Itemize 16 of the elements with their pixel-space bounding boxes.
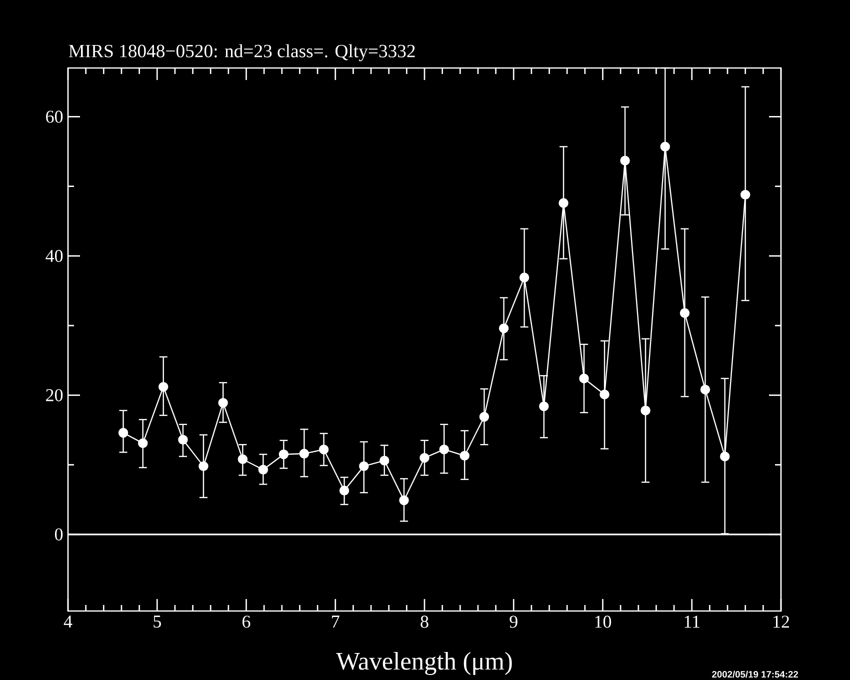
x-tick-label: 12 xyxy=(774,616,789,628)
x-tick-label: 7 xyxy=(332,616,340,628)
x-tick-label: 9 xyxy=(510,616,518,628)
x-tick-label: 6 xyxy=(242,616,250,628)
x-tick-label: 4 xyxy=(64,616,72,628)
chart-title: MIRS 18048−0520: nd=23 class=. Qlty=3332 xyxy=(68,44,415,62)
y-tick-label: 60 xyxy=(46,110,63,123)
x-tick-label: 5 xyxy=(154,616,161,628)
x-tick-label: 10 xyxy=(595,616,612,628)
y-tick-label: 0 xyxy=(54,528,63,540)
y-tick-label: 40 xyxy=(46,250,63,262)
text: 2002/05/19 17:54:22 xyxy=(712,670,798,678)
x-axis-title: Wavelength (μm) xyxy=(336,652,512,676)
x-tick-label: 11 xyxy=(684,616,700,628)
x-tick-label: 8 xyxy=(420,616,428,628)
y-tick-label: 20 xyxy=(46,389,63,402)
